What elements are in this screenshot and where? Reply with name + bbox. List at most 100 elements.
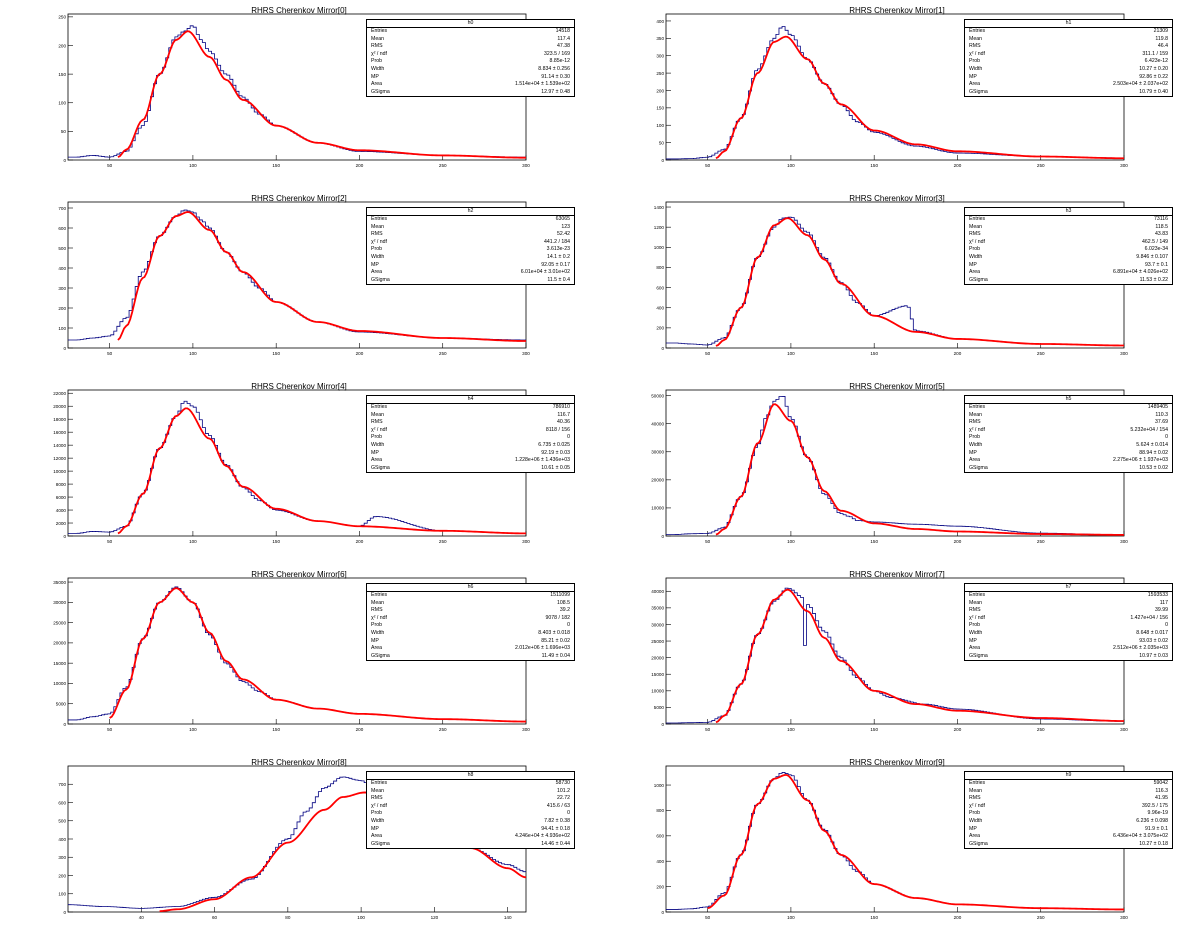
stats-label: Entries [969,780,986,786]
y-tick-label: 300 [656,54,664,59]
stats-value: 12.97 ± 0.48 [541,88,570,95]
stats-row: RMS 39.2 [367,607,574,615]
y-tick-label: 20000 [53,641,66,646]
x-tick-label: 100 [189,163,197,168]
stats-value: 9.96e-19 [1147,810,1168,817]
stats-value: 116.7 [557,411,570,418]
x-tick-label: 150 [870,539,878,544]
y-tick-label: 0 [63,910,66,915]
x-tick-label: 50 [705,915,711,920]
x-tick-label: 100 [189,727,197,732]
stats-label: Entries [371,216,388,222]
y-tick-label: 400 [656,859,664,864]
y-tick-label: 35000 [53,580,66,585]
x-tick-label: 250 [439,727,447,732]
stats-row: GSigma 10.79 ± 0.40 [965,89,1172,97]
stats-label: Width [371,817,385,824]
stats-label: GSigma [969,652,988,659]
stats-label: Prob [371,622,382,629]
stats-row: Entries 59042 [965,780,1172,788]
panel-title: RHRS Cherenkov Mirror[6] [251,570,347,579]
stats-value: 93.03 ± 0.02 [1139,637,1168,644]
stats-value: 441.2 / 184 [544,238,570,245]
stats-value: 6.023e-34 [1144,246,1168,253]
stats-label: Width [969,629,983,636]
fit-curve [117,211,527,342]
x-tick-label: 50 [107,539,113,544]
stats-value: 8.834 ± 0.256 [538,65,570,72]
stats-row: MP 93.7 ± 0.1 [965,262,1172,270]
stats-label: Mean [371,599,384,606]
x-tick-label: 100 [787,915,795,920]
stats-box: h5 Entries 1489405 Mean 110.3 RMS 37.69 χ² / nd… [964,395,1173,474]
stats-row: MP 91.9 ± 0.1 [965,826,1172,834]
stats-label: Mean [969,411,982,418]
stats-label: RMS [371,607,383,614]
fit-curve [715,217,1124,347]
stats-value: 47.38 [557,43,570,50]
stats-value: 39.99 [1155,607,1168,614]
stats-label: Width [371,441,385,448]
stats-row: Width 9.846 ± 0.107 [965,254,1172,262]
plot-svg: 0 200 400 600 800 1000 1200 1400 50 100 150 200 250 3… [654,201,1128,356]
stats-value: 123 [561,223,570,230]
stats-label: RMS [371,795,383,802]
fit-curve [715,403,1124,536]
y-tick-label: 0 [63,346,66,351]
x-tick-label: 300 [1120,539,1128,544]
stats-value: 0 [567,434,570,441]
stats-row: RMS 43.83 [965,231,1172,239]
stats-row: MP 92.19 ± 0.03 [367,450,574,458]
stats-label: RMS [969,795,981,802]
x-tick-label: 250 [1037,539,1045,544]
y-tick-label: 50 [659,140,665,145]
stats-label: MP [969,637,977,644]
y-tick-label: 2000 [56,521,67,526]
stats-value: 462.5 / 149 [1142,238,1168,245]
y-tick-label: 0 [661,158,664,163]
stats-label: MP [371,261,379,268]
stats-label: GSigma [969,464,988,471]
x-tick-label: 300 [1120,163,1128,168]
stats-row: χ² / ndf 5.232e+04 / 154 [965,427,1172,435]
stats-row: χ² / ndf 392.5 / 175 [965,803,1172,811]
x-tick-label: 60 [212,915,218,920]
stats-row: RMS 39.99 [965,607,1172,615]
histogram-panel-4: RHRS Cherenkov Mirror[4] 0 2000 4000 6000 800… [0,376,598,564]
y-tick-label: 150 [656,106,664,111]
stats-row: Entries 58730 [367,780,574,788]
stats-row: MP 92.86 ± 0.22 [965,74,1172,82]
plot-svg: 0 100 200 300 400 500 600 700 50 100 150 200 250 300 [58,201,530,356]
stats-row: GSigma 12.97 ± 0.48 [367,89,574,97]
stats-row: RMS 46.4 [965,43,1172,51]
stats-value: 7.82 ± 0.38 [544,817,570,824]
x-tick-label: 250 [439,539,447,544]
stats-box: h9 Entries 59042 Mean 116.3 RMS 41.95 χ² / ndf 3… [964,771,1173,850]
stats-label: χ² / ndf [371,802,387,809]
stats-value: 2.275e+06 ± 1.937e+03 [1112,457,1168,464]
stats-label: Prob [969,434,980,441]
panel-title: RHRS Cherenkov Mirror[9] [849,758,945,767]
panel-title: RHRS Cherenkov Mirror[5] [849,382,945,391]
y-tick-label: 0 [661,346,664,351]
stats-value: 0 [1165,622,1168,629]
stats-label: RMS [371,43,383,50]
stats-value: 21309 [1153,28,1168,34]
fit-curve [715,588,1124,724]
y-tick-label: 30000 [651,622,664,627]
y-tick-label: 20000 [651,478,664,483]
stats-label: GSigma [969,276,988,283]
stats-row: χ² / ndf 415.6 / 63 [367,803,574,811]
stats-label: Prob [969,810,980,817]
stats-value: 85.21 ± 0.02 [541,637,570,644]
stats-label: Entries [371,28,388,34]
stats-value: 3.613e-23 [546,246,570,253]
stats-value: 52.42 [557,231,570,238]
y-tick-label: 15000 [651,672,664,677]
x-tick-label: 250 [1037,727,1045,732]
stats-label: Prob [371,58,382,65]
stats-value: 59042 [1153,780,1168,786]
x-tick-label: 150 [272,163,280,168]
y-tick-label: 250 [656,71,664,76]
stats-row: Width 6.735 ± 0.025 [367,442,574,450]
